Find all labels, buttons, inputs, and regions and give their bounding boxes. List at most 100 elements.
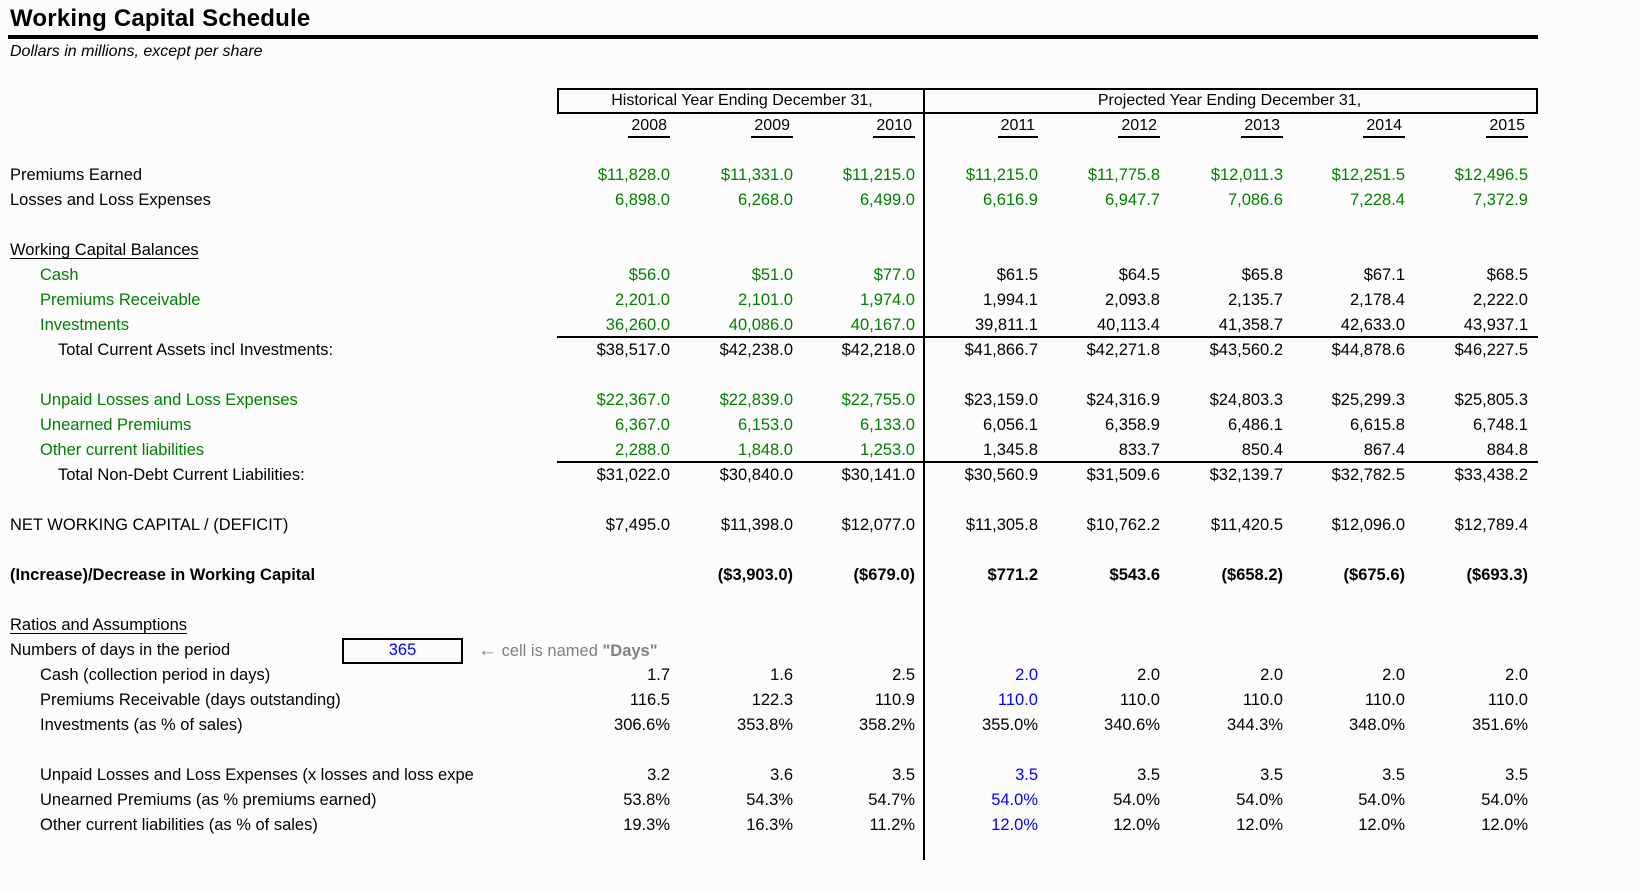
value-cell: $543.6: [1109, 566, 1160, 584]
row-label: [10, 488, 557, 513]
row-label: (Increase)/Decrease in Working Capital: [10, 566, 316, 584]
value-cell: 40,113.4: [1048, 313, 1170, 338]
table-row: Premiums Receivable (days outstanding) 11…: [10, 688, 1538, 713]
year-column-2014: 2014: [1293, 113, 1415, 138]
value-cell: $24,316.9: [1086, 391, 1160, 409]
value-cell: 2,093.8: [1104, 291, 1160, 309]
row-label: Working Capital Balances: [10, 241, 199, 259]
historical-header-label: Historical Year Ending December 31,: [611, 92, 873, 109]
days-input[interactable]: 365: [342, 638, 463, 664]
row-label: Total Current Assets incl Investments:: [58, 341, 334, 359]
value-cell: 110.9: [874, 691, 915, 709]
year-label: 2011: [997, 116, 1038, 138]
value-cell: 1.7: [647, 666, 670, 684]
year-column-2012: 2012: [1048, 113, 1170, 138]
value-cell: $771.2: [987, 566, 1038, 584]
value-cell: 353.8%: [737, 716, 793, 734]
value-cell: 6,615.8: [1349, 416, 1405, 434]
value-cell: 1.6: [770, 666, 793, 684]
value-cell: $77.0: [873, 266, 915, 284]
value-cell: $65.8: [1241, 266, 1283, 284]
value-cell: $67.1: [1363, 266, 1405, 284]
value-cell: $43,560.2: [1209, 341, 1283, 359]
value-cell: $11,331.0: [720, 166, 793, 184]
value-cell: 2.0: [1137, 666, 1160, 684]
value-cell: $41,866.7: [964, 341, 1038, 359]
row-label: Investments: [40, 316, 129, 334]
value-cell: ($675.6): [1343, 566, 1405, 584]
row-label: Unearned Premiums: [40, 416, 192, 434]
value-cell: 3.5: [1260, 766, 1283, 784]
value-cell: $11,828.0: [597, 166, 670, 184]
value-cell: $22,839.0: [719, 391, 793, 409]
table-row: Investments 36,260.0 40,086.0 40,167.0 39,81…: [10, 313, 1538, 338]
row-label: Losses and Loss Expenses: [10, 191, 211, 209]
value-cell: 1,345.8: [925, 438, 1048, 463]
year-label: 2013: [1241, 116, 1283, 138]
value-cell: 340.6%: [1104, 716, 1160, 734]
value-cell: 122.3: [751, 691, 793, 709]
table-row: Other current liabilities (as % of sales…: [10, 813, 1538, 838]
value-cell: 2.0: [1382, 666, 1405, 684]
row-label: Other current liabilities: [40, 441, 205, 459]
value-cell: $31,022.0: [596, 466, 670, 484]
value-cell: 16.3%: [746, 816, 793, 834]
year-column-2010: 2010: [803, 113, 925, 138]
value-cell: 110.0: [1119, 691, 1160, 709]
value-cell: 6,947.7: [1104, 191, 1160, 209]
value-cell: $32,782.5: [1331, 466, 1405, 484]
row-label: NET WORKING CAPITAL / (DEFICIT): [10, 516, 289, 534]
value-cell: $51.0: [751, 266, 793, 284]
value-cell: 2,178.4: [1349, 291, 1405, 309]
value-cell: ($3,903.0): [717, 566, 793, 584]
value-cell: 358.2%: [859, 716, 915, 734]
value-cell: 54.7%: [868, 791, 915, 809]
value-cell: 2.0: [1015, 666, 1038, 684]
value-cell: 116.5: [629, 691, 670, 709]
value-cell: [557, 563, 680, 588]
value-cell: $11,215.0: [965, 166, 1038, 184]
value-cell: 6,358.9: [1104, 416, 1160, 434]
value-cell: 6,133.0: [859, 416, 915, 434]
table-row: Total Non-Debt Current Liabilities: $31,0…: [10, 463, 1538, 488]
value-cell: $30,141.0: [841, 466, 915, 484]
value-cell: $12,496.5: [1454, 166, 1528, 184]
table-row: Numbers of days in the period 365 ← cell i…: [10, 638, 1538, 664]
value-cell: $42,238.0: [719, 341, 793, 359]
value-cell: $11,420.5: [1210, 516, 1283, 534]
year-column-2015: 2015: [1415, 113, 1538, 138]
value-cell: $33,438.2: [1454, 466, 1528, 484]
value-cell: 6,153.0: [737, 416, 793, 434]
value-cell: 6,616.9: [982, 191, 1038, 209]
value-cell: 7,086.6: [1227, 191, 1283, 209]
value-cell: 355.0%: [982, 716, 1038, 734]
table-row: Unpaid Losses and Loss Expenses $22,367.0…: [10, 388, 1538, 413]
value-cell: 1,848.0: [680, 438, 803, 463]
table-row: (Increase)/Decrease in Working Capital ($…: [10, 563, 1538, 588]
value-cell: $25,805.3: [1454, 391, 1528, 409]
year-label: 2008: [628, 116, 670, 138]
value-cell: $23,159.0: [964, 391, 1038, 409]
value-cell: $12,011.3: [1210, 166, 1283, 184]
table-rows: Premiums Earned $11,828.0 $11,331.0 $11,215…: [10, 163, 1538, 838]
value-cell: 6,748.1: [1472, 416, 1528, 434]
value-cell: $68.5: [1486, 266, 1528, 284]
page-title: Working Capital Schedule: [10, 5, 311, 32]
value-cell: $42,218.0: [841, 341, 915, 359]
value-cell: $32,139.7: [1209, 466, 1283, 484]
value-cell: $7,495.0: [605, 516, 670, 534]
year-label: 2012: [1118, 116, 1160, 138]
table-row: Cash $56.0 $51.0 $77.0 $61.5 $64.5 $65.8 $67.1 $…: [10, 263, 1538, 288]
value-cell: 3.5: [1505, 766, 1528, 784]
value-cell: 40,086.0: [680, 313, 803, 338]
value-cell: 6,499.0: [859, 191, 915, 209]
row-label: Unpaid Losses and Loss Expenses: [40, 391, 298, 409]
value-cell: 344.3%: [1227, 716, 1283, 734]
value-cell: 833.7: [1048, 438, 1170, 463]
value-cell: 2,201.0: [614, 291, 670, 309]
value-cell: 3.5: [1382, 766, 1405, 784]
value-cell: 12.0%: [1481, 816, 1528, 834]
value-cell: 12.0%: [1113, 816, 1160, 834]
table-row: NET WORKING CAPITAL / (DEFICIT) $7,495.0 $…: [10, 513, 1538, 538]
arrow-left-icon: ←: [478, 640, 497, 661]
